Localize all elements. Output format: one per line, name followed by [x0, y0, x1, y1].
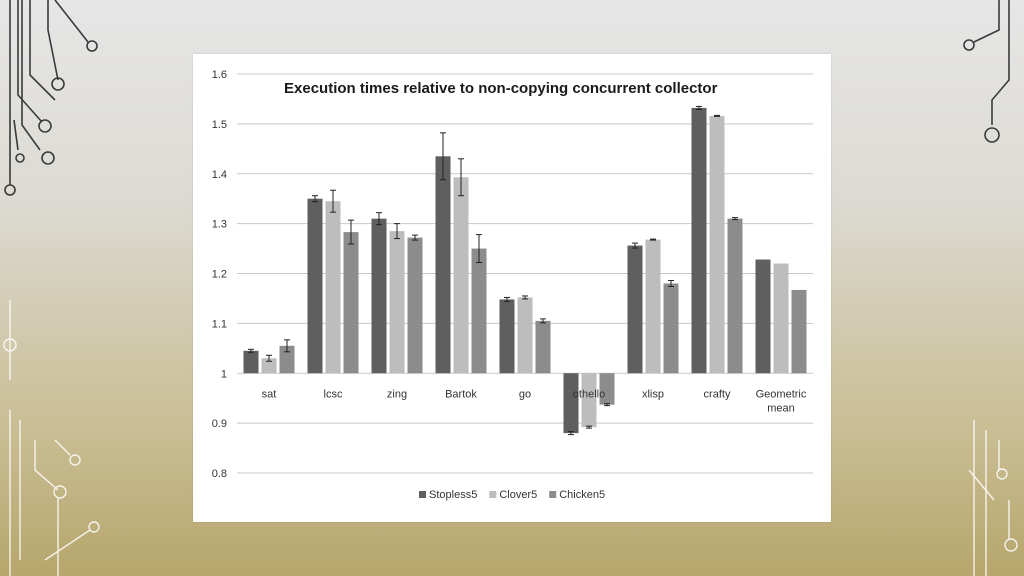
bar-chicken5-bartok	[471, 248, 487, 374]
bar-chicken5-lcsc	[343, 232, 359, 374]
bar-stopless5-geometric-mean	[755, 259, 771, 374]
bar-stopless5-othello	[563, 373, 579, 434]
circuit-decoration-left	[3, 0, 100, 576]
category-label: xlisp	[642, 388, 664, 400]
category-label: othello	[573, 388, 605, 400]
legend-label: Clover5	[499, 489, 537, 501]
bar-chicken5-go	[535, 320, 551, 374]
category-label: zing	[387, 388, 407, 400]
y-tick-label: 0.8	[212, 468, 227, 480]
category-label: go	[519, 388, 531, 400]
category-label: Bartok	[445, 388, 477, 400]
y-tick-label: 1	[221, 368, 227, 380]
legend-label: Chicken5	[559, 489, 605, 501]
bar-stopless5-lcsc	[307, 198, 323, 374]
legend-swatch	[549, 491, 557, 498]
bar-clover5-crafty	[709, 115, 725, 374]
bar-clover5-sat	[261, 358, 277, 374]
bar-stopless5-crafty	[691, 107, 707, 374]
legend-label: Stopless5	[429, 489, 477, 501]
y-tick-label: 1.4	[212, 169, 227, 181]
y-tick-label: 1.3	[212, 219, 227, 231]
y-tick-label: 1.1	[212, 318, 227, 330]
bar-stopless5-bartok	[435, 156, 451, 374]
bar-chart: 1.6 1.5 1.4 1.3 1.2 1.1 1 0.9 0.8 sat lcsc zing Bart…	[212, 69, 813, 501]
chart-card: 1.6 1.5 1.4 1.3 1.2 1.1 1 0.9 0.8 sat lcsc zing Bart…	[193, 54, 831, 522]
bar-chicken5-zing	[407, 237, 423, 374]
category-label: Geometric	[756, 388, 807, 400]
category-label: crafty	[704, 388, 731, 400]
legend: Stopless5 Clover5 Chicken5	[419, 489, 605, 501]
bar-chicken5-geometric-mean	[791, 289, 807, 374]
bar-clover5-bartok	[453, 177, 469, 374]
bar-clover5-xlisp	[645, 239, 661, 374]
legend-swatch	[419, 491, 426, 498]
category-label: mean	[767, 402, 795, 414]
y-tick-label: 1.2	[212, 269, 227, 281]
y-tick-label: 0.9	[212, 418, 227, 430]
bar-stopless5-sat	[243, 350, 259, 374]
bar-clover5-geometric-mean	[773, 263, 789, 374]
bar-stopless5-xlisp	[627, 245, 643, 374]
y-tick-label: 1.5	[212, 119, 227, 131]
bar-stopless5-zing	[371, 218, 387, 374]
bar-clover5-zing	[389, 231, 405, 374]
bar-clover5-othello	[581, 373, 597, 428]
bar-chicken5-othello	[599, 373, 615, 405]
category-label: lcsc	[324, 388, 343, 400]
bar-stopless5-go	[499, 299, 515, 374]
bar-clover5-go	[517, 297, 533, 374]
bar-chicken5-crafty	[727, 218, 743, 374]
bar-chicken5-sat	[279, 345, 295, 374]
bar-clover5-lcsc	[325, 201, 341, 374]
bar-chicken5-xlisp	[663, 283, 679, 374]
y-tick-label: 1.6	[212, 69, 227, 81]
circuit-decoration-right	[963, 0, 1018, 576]
chart-title: Execution times relative to non-copying …	[284, 80, 718, 97]
legend-swatch	[489, 491, 497, 498]
category-label: sat	[262, 388, 277, 400]
